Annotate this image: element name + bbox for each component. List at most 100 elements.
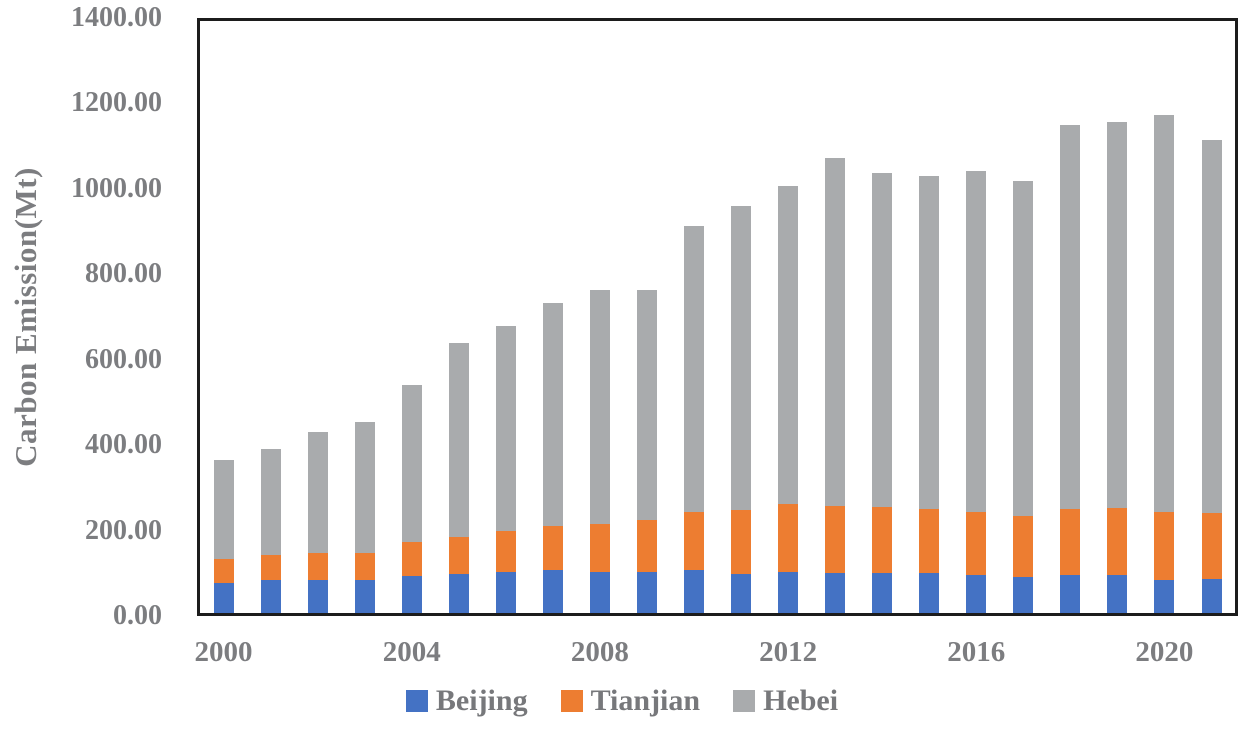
- bar-column-2011: [718, 21, 765, 613]
- bar-stack-2011: [731, 205, 752, 613]
- bar-column-2005: [435, 21, 482, 613]
- bar-segment-tianjian-2002: [307, 553, 328, 581]
- bar-stack-2012: [778, 185, 799, 613]
- bar-stack-2010: [683, 225, 704, 613]
- y-tick-label: 0.00: [113, 600, 162, 631]
- bar-stack-2013: [825, 158, 846, 613]
- y-axis-title: Carbon Emission(Mt): [8, 167, 43, 467]
- bar-column-2009: [623, 21, 670, 613]
- y-tick-label: 800.00: [85, 258, 162, 290]
- legend-item-hebei: Hebei: [733, 684, 838, 718]
- bar-segment-hebei-2013: [825, 158, 846, 507]
- bar-segment-tianjian-2013: [825, 506, 846, 573]
- bar-column-2012: [765, 21, 812, 613]
- bar-column-2001: [247, 21, 294, 613]
- legend-label-hebei: Hebei: [763, 684, 839, 717]
- bar-column-2018: [1047, 21, 1094, 613]
- y-tick-label: 600.00: [85, 343, 162, 375]
- bar-stack-2003: [354, 421, 375, 613]
- bar-segment-beijing-2011: [731, 574, 752, 613]
- bar-segment-beijing-2019: [1107, 574, 1128, 613]
- bar-column-2016: [953, 21, 1000, 613]
- legend-swatch-tianjian: [560, 690, 583, 712]
- bar-segment-tianjian-2012: [778, 503, 799, 572]
- bar-segment-hebei-2017: [1013, 181, 1034, 516]
- bar-segment-tianjian-2005: [448, 536, 469, 575]
- legend: Beijing Tianjian Hebei: [0, 684, 1244, 718]
- bar-stack-2016: [966, 170, 987, 613]
- bar-segment-hebei-2003: [354, 421, 375, 553]
- bar-segment-beijing-2018: [1060, 574, 1081, 613]
- bar-segment-hebei-2006: [495, 325, 516, 532]
- bar-column-2014: [859, 21, 906, 613]
- bar-segment-tianjian-2016: [966, 511, 987, 575]
- bar-segment-hebei-2002: [307, 432, 328, 554]
- bar-segment-hebei-2004: [401, 384, 422, 543]
- bar-segment-beijing-2020: [1154, 580, 1175, 613]
- bar-stack-2000: [213, 459, 234, 613]
- bar-stack-2020: [1154, 115, 1175, 613]
- bar-segment-beijing-2001: [260, 580, 281, 613]
- bar-segment-beijing-2003: [354, 579, 375, 613]
- y-tick-label: 1400.00: [71, 2, 162, 33]
- bar-segment-beijing-2017: [1013, 576, 1034, 613]
- bar-segment-hebei-2019: [1107, 122, 1128, 509]
- bar-segment-tianjian-2017: [1013, 515, 1034, 577]
- bar-segment-tianjian-2015: [919, 509, 940, 574]
- bar-segment-tianjian-2001: [260, 554, 281, 581]
- y-tick-label: 1200.00: [71, 87, 162, 119]
- bar-segment-tianjian-2014: [872, 507, 893, 574]
- bar-segment-beijing-2004: [401, 576, 422, 613]
- bar-segment-tianjian-2021: [1201, 513, 1222, 580]
- bar-stack-2004: [401, 384, 422, 613]
- bar-segment-hebei-2016: [966, 170, 987, 512]
- bar-stack-2019: [1107, 122, 1128, 613]
- bar-segment-beijing-2000: [213, 582, 234, 613]
- x-tick-label-2004: 2004: [382, 636, 441, 668]
- bar-segment-tianjian-2020: [1154, 511, 1175, 581]
- bar-segment-hebei-2012: [778, 185, 799, 504]
- bar-segment-hebei-2010: [683, 225, 704, 513]
- legend-item-tianjian: Tianjian: [560, 684, 701, 718]
- bar-segment-beijing-2014: [872, 573, 893, 613]
- bar-segment-hebei-2021: [1201, 139, 1222, 514]
- bar-segment-hebei-2015: [919, 175, 940, 509]
- plot-area: [197, 18, 1238, 616]
- bar-segment-hebei-2008: [589, 290, 610, 525]
- bar-stack-2015: [919, 175, 940, 613]
- bar-column-2020: [1141, 21, 1188, 613]
- bar-stack-2006: [495, 325, 516, 613]
- bar-column-2019: [1094, 21, 1141, 613]
- bar-column-2006: [482, 21, 529, 613]
- bar-segment-beijing-2012: [778, 571, 799, 613]
- legend-item-beijing: Beijing: [405, 684, 528, 718]
- bar-segment-tianjian-2008: [589, 524, 610, 572]
- legend-label-tianjian: Tianjian: [590, 684, 701, 717]
- bar-stack-2005: [448, 342, 469, 613]
- bar-segment-tianjian-2000: [213, 559, 234, 583]
- bar-column-2010: [670, 21, 717, 613]
- x-tick-label-2000: 2000: [194, 636, 253, 668]
- bar-stack-2021: [1201, 139, 1222, 613]
- bar-segment-beijing-2015: [919, 573, 940, 613]
- bar-segment-beijing-2010: [683, 570, 704, 613]
- bar-segment-hebei-2007: [542, 302, 563, 526]
- bar-segment-hebei-2011: [731, 205, 752, 511]
- bar-stack-2018: [1060, 124, 1081, 613]
- bar-segment-beijing-2008: [589, 571, 610, 613]
- bar-segment-beijing-2009: [636, 571, 657, 613]
- bar-segment-tianjian-2004: [401, 542, 422, 577]
- bar-segment-beijing-2007: [542, 569, 563, 613]
- bar-column-2004: [388, 21, 435, 613]
- bar-segment-tianjian-2010: [683, 512, 704, 571]
- bar-segment-tianjian-2003: [354, 552, 375, 580]
- bar-segment-beijing-2006: [495, 572, 516, 613]
- bar-segment-beijing-2013: [825, 572, 846, 613]
- legend-swatch-beijing: [405, 690, 428, 712]
- bar-segment-tianjian-2009: [636, 520, 657, 572]
- bar-segment-hebei-2018: [1060, 124, 1081, 509]
- bar-stack-2008: [589, 290, 610, 613]
- bar-column-2021: [1188, 21, 1235, 613]
- bar-column-2015: [906, 21, 953, 613]
